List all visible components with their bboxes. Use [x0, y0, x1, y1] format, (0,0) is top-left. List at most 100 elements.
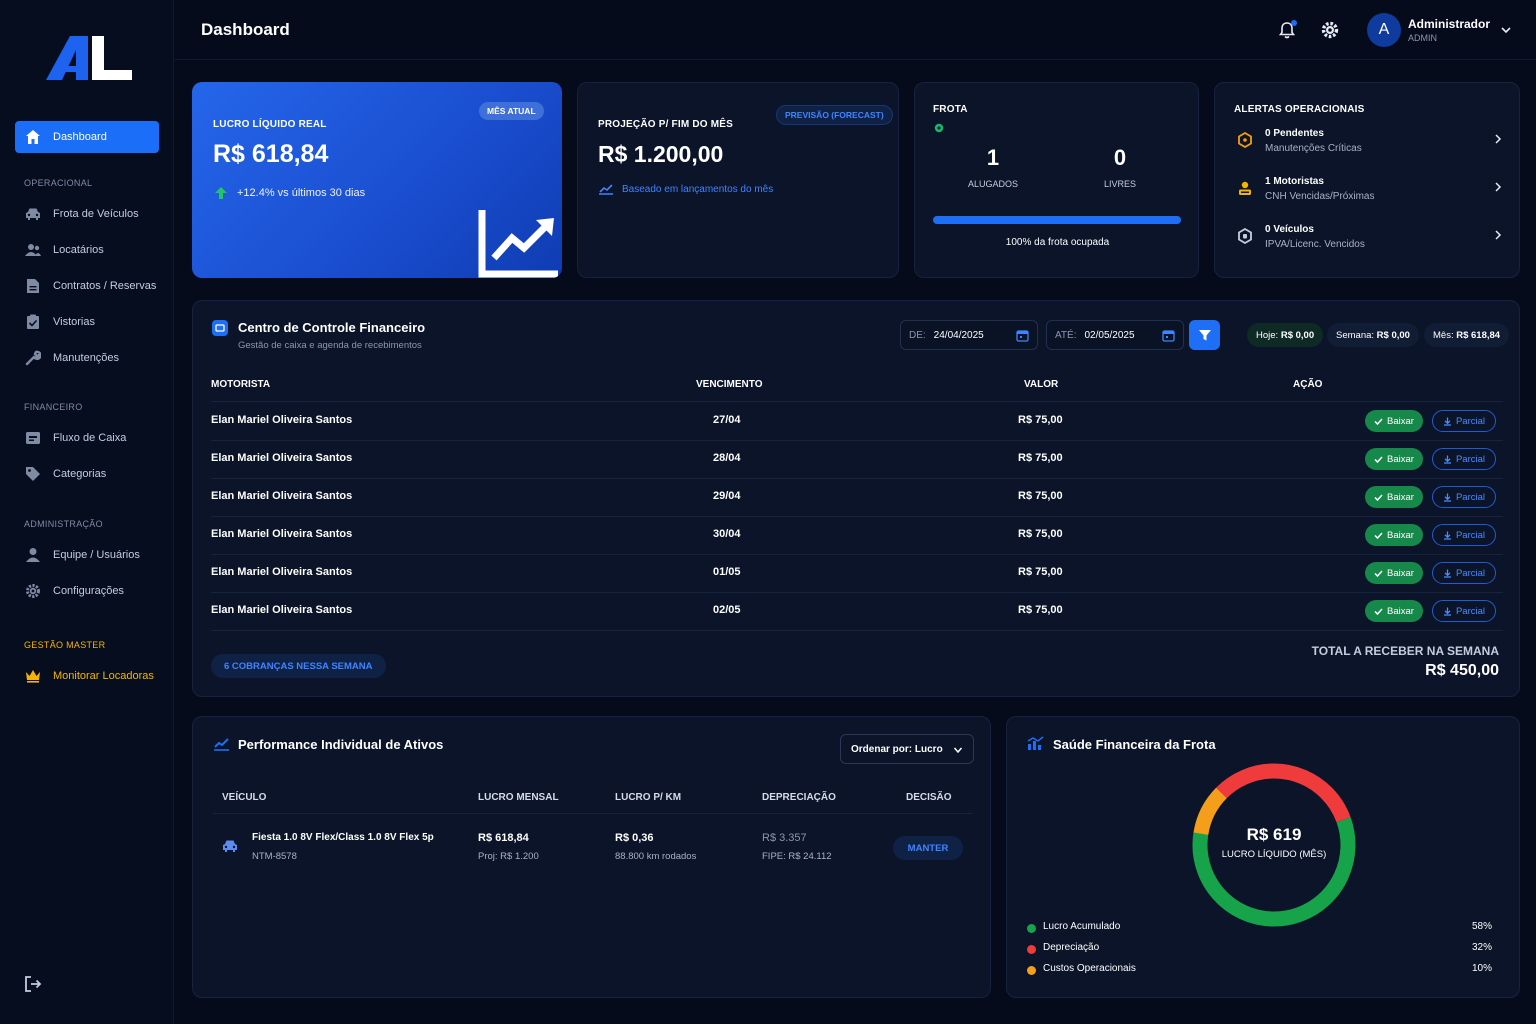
- baixar-button[interactable]: Baixar: [1365, 600, 1423, 622]
- donut-center-value: R$ 619: [1246, 825, 1302, 844]
- parcial-button[interactable]: Parcial: [1432, 562, 1496, 584]
- col-header-lucro-km: LUCRO P/ KM: [615, 792, 682, 803]
- user-icon: [24, 546, 42, 564]
- baixar-button[interactable]: Baixar: [1365, 562, 1423, 584]
- cell-motorista: Elan Mariel Oliveira Santos: [211, 414, 353, 426]
- sidebar-item-dashboard[interactable]: Dashboard: [15, 121, 159, 153]
- table-divider: [213, 813, 973, 814]
- sidebar-item-equipe[interactable]: Equipe / Usuários: [15, 539, 159, 571]
- alert-row-veiculos[interactable]: 0 Veículos IPVA/Licenc. Vencidos: [1233, 224, 1503, 260]
- driver-icon: [1239, 181, 1251, 195]
- sidebar-item-label: Vistorias: [53, 316, 95, 328]
- parcial-button[interactable]: Parcial: [1432, 410, 1496, 432]
- date-to-input[interactable]: ATÉ: 02/05/2025: [1046, 320, 1184, 350]
- alert-title: 0 Veículos: [1265, 224, 1314, 235]
- table-divider: [211, 554, 1503, 555]
- sidebar-item-categorias[interactable]: Categorias: [15, 458, 159, 490]
- sidebar-item-contratos[interactable]: Contratos / Reservas: [15, 270, 159, 302]
- fleet-alugados-count: 1: [986, 145, 1000, 170]
- kpi-alertas-card: ALERTAS OPERACIONAIS 0 Pendentes Manuten…: [1214, 82, 1520, 278]
- app-logo[interactable]: [46, 32, 136, 84]
- decision-badge[interactable]: MANTER: [893, 836, 963, 860]
- sidebar-item-label: Contratos / Reservas: [53, 280, 157, 292]
- check-icon: [1374, 417, 1383, 425]
- finance-subtitle: Gestão de caixa e agenda de recebimentos: [238, 340, 422, 351]
- sidebar-item-label: Monitorar Locadoras: [53, 670, 154, 682]
- section-label-administracao: ADMINISTRAÇÃO: [24, 519, 103, 529]
- sidebar-item-vistorias[interactable]: Vistorias: [15, 306, 159, 338]
- calendar-icon[interactable]: [1162, 329, 1175, 342]
- date-from-input[interactable]: DE: 24/04/2025: [900, 320, 1038, 350]
- parcial-button[interactable]: Parcial: [1432, 600, 1496, 622]
- filter-button[interactable]: [1189, 320, 1220, 350]
- kpi-projecao-value: R$ 1.200,00: [598, 141, 724, 167]
- notification-dot: [1291, 20, 1297, 26]
- user-role: ADMIN: [1408, 33, 1437, 43]
- check-icon: [1374, 569, 1383, 577]
- week-count-badge: 6 COBRANÇAS NESSA SEMANA: [211, 654, 386, 678]
- baixar-button[interactable]: Baixar: [1365, 486, 1423, 508]
- kpi-frota-label: FROTA: [933, 104, 968, 115]
- sidebar-item-fluxo-caixa[interactable]: Fluxo de Caixa: [15, 422, 159, 454]
- parcial-button[interactable]: Parcial: [1432, 448, 1496, 470]
- stat-hoje: Hoje: R$ 0,00: [1247, 323, 1324, 347]
- sidebar-item-label: Fluxo de Caixa: [53, 432, 127, 444]
- alert-hexagon-icon: [1238, 132, 1252, 148]
- crown-icon: [24, 667, 42, 685]
- parcial-button[interactable]: Parcial: [1432, 486, 1496, 508]
- check-icon: [1374, 455, 1383, 463]
- legend-name: Lucro Acumulado: [1043, 921, 1121, 932]
- section-label-gestao-master: GESTÃO MASTER: [24, 640, 106, 650]
- finance-control-card: Centro de Controle Financeiro Gestão de …: [192, 300, 1520, 697]
- alert-subtitle: Manutenções Críticas: [1265, 143, 1362, 154]
- sidebar-item-monitorar-locadoras[interactable]: Monitorar Locadoras: [15, 660, 159, 692]
- logout-icon[interactable]: [24, 975, 42, 993]
- chevron-right-icon: [1495, 230, 1502, 240]
- download-icon: [1443, 455, 1451, 464]
- vehicle-name: Fiesta 1.0 8V Flex/Class 1.0 8V Flex 5p: [252, 832, 434, 843]
- settings-gear-icon[interactable]: [1320, 20, 1340, 40]
- cell-valor: R$ 75,00: [1018, 490, 1063, 502]
- date-to-value: 02/05/2025: [1084, 329, 1135, 341]
- badge-previsao: PREVISÃO (FORECAST): [776, 105, 893, 125]
- sidebar-item-locatarios[interactable]: Locatários: [15, 234, 159, 266]
- bar-chart-icon: [1027, 736, 1044, 750]
- table-divider: [211, 592, 1503, 593]
- parcial-button[interactable]: Parcial: [1432, 524, 1496, 546]
- sort-select[interactable]: Ordenar por: Lucro: [840, 734, 974, 764]
- cell-vencimento: 28/04: [713, 452, 741, 464]
- parcial-label: Parcial: [1455, 605, 1486, 617]
- parcial-label: Parcial: [1455, 415, 1486, 427]
- baixar-button[interactable]: Baixar: [1365, 410, 1423, 432]
- chevron-down-icon[interactable]: [1500, 24, 1512, 36]
- legend-item-depreciacao: Depreciação 32%: [1027, 942, 1492, 958]
- health-donut-chart: [1192, 763, 1356, 927]
- date-from-label: DE:: [909, 329, 926, 341]
- legend-name: Depreciação: [1043, 942, 1100, 953]
- section-label-financeiro: FINANCEIRO: [24, 402, 83, 412]
- sidebar-item-label: Equipe / Usuários: [53, 549, 140, 561]
- calendar-icon[interactable]: [1016, 329, 1029, 342]
- baixar-button[interactable]: Baixar: [1365, 524, 1423, 546]
- chart-growth-icon: [478, 210, 558, 278]
- sidebar-item-configuracoes[interactable]: Configurações: [15, 575, 159, 607]
- col-header-veiculo: VEÍCULO: [222, 792, 267, 803]
- baixar-label: Baixar: [1387, 529, 1414, 541]
- tag-icon: [24, 465, 42, 483]
- col-header-vencimento: VENCIMENTO: [696, 379, 763, 390]
- sidebar-item-label: Configurações: [53, 585, 124, 597]
- sidebar-item-manutencoes[interactable]: Manutenções: [15, 342, 159, 374]
- alert-row-motoristas[interactable]: 1 Motoristas CNH Vencidas/Próximas: [1233, 176, 1503, 212]
- alert-row-manutencoes[interactable]: 0 Pendentes Manutenções Críticas: [1233, 128, 1503, 164]
- depreciacao-value: R$ 3.357: [762, 832, 807, 844]
- baixar-button[interactable]: Baixar: [1365, 448, 1423, 470]
- lucro-projecao: Proj: R$ 1.200: [478, 851, 539, 862]
- legend-dot: [1027, 945, 1036, 954]
- lucro-mensal: R$ 618,84: [478, 832, 529, 844]
- clipboard-check-icon: [24, 313, 42, 331]
- alert-subtitle: IPVA/Licenc. Vencidos: [1265, 239, 1365, 250]
- sidebar-item-frota[interactable]: Frota de Veículos: [15, 198, 159, 230]
- cell-valor: R$ 75,00: [1018, 414, 1063, 426]
- avatar[interactable]: A: [1367, 13, 1401, 47]
- notification-bell-icon[interactable]: [1277, 20, 1297, 40]
